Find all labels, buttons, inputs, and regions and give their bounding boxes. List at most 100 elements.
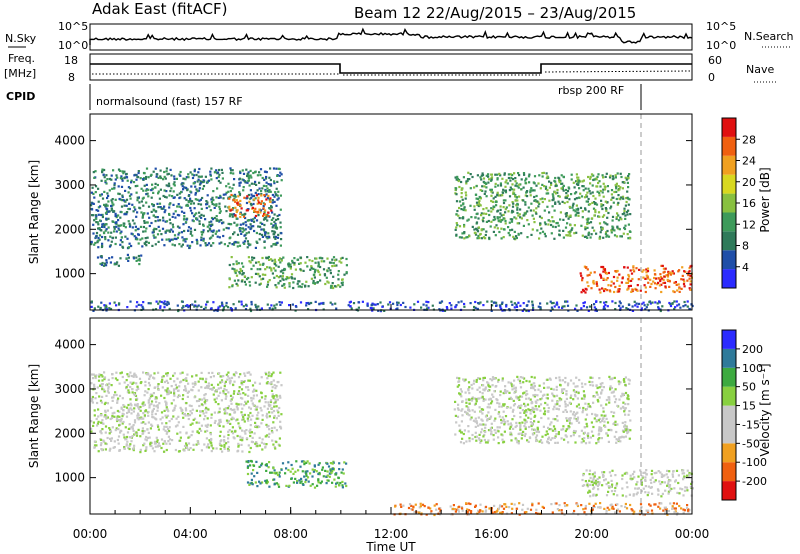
- heatmap-cell: [565, 417, 568, 420]
- heatmap-cell: [97, 379, 101, 382]
- heatmap-cell: [533, 189, 536, 192]
- heatmap-cell: [478, 199, 481, 202]
- heatmap-cell: [127, 410, 131, 414]
- heatmap-cell: [248, 260, 251, 263]
- heatmap-cell: [106, 409, 109, 412]
- heatmap-cell: [663, 281, 667, 284]
- heatmap-cell: [137, 387, 140, 390]
- heatmap-cell: [312, 279, 315, 283]
- heatmap-cell: [606, 277, 609, 280]
- heatmap-cell: [104, 411, 107, 414]
- heatmap-cell: [210, 383, 213, 386]
- heatmap-cell: [200, 424, 203, 427]
- heatmap-cell: [258, 187, 261, 190]
- heatmap-cell: [522, 392, 525, 395]
- heatmap-cell: [147, 241, 150, 244]
- heatmap-cell: [227, 433, 230, 437]
- heatmap-cell: [92, 421, 95, 424]
- heatmap-cell: [118, 192, 121, 196]
- heatmap-cell: [242, 179, 245, 182]
- heatmap-cell: [104, 212, 108, 215]
- heatmap-cell: [210, 413, 213, 416]
- heatmap-cell: [165, 448, 168, 452]
- heatmap-cell: [142, 189, 145, 192]
- heatmap-cell: [575, 405, 579, 408]
- heatmap-cell: [168, 218, 171, 221]
- heatmap-cell: [267, 466, 270, 469]
- heatmap-cell: [541, 230, 545, 233]
- heatmap-cell: [202, 412, 205, 415]
- heatmap-cell: [536, 399, 539, 402]
- heatmap-cell: [259, 202, 262, 205]
- heatmap-cell: [93, 409, 96, 412]
- heatmap-cell: [578, 187, 581, 190]
- heatmap-cell: [610, 280, 613, 283]
- heatmap-cell: [117, 168, 121, 171]
- heatmap-cell: [107, 391, 110, 394]
- heatmap-cell: [579, 192, 582, 195]
- heatmap-cell: [539, 308, 542, 311]
- heatmap-cell: [105, 217, 108, 220]
- heatmap-cell: [509, 381, 512, 384]
- heatmap-cell: [137, 171, 140, 175]
- heatmap-cell: [673, 281, 676, 284]
- heatmap-cell: [272, 409, 276, 413]
- heatmap-cell: [232, 263, 235, 266]
- heatmap-cell: [524, 432, 527, 436]
- heatmap-cell: [476, 174, 479, 177]
- heatmap-cell: [657, 306, 660, 309]
- heatmap-cell: [255, 460, 258, 463]
- heatmap-cell: [651, 301, 654, 304]
- heatmap-cell: [569, 234, 572, 237]
- heatmap-cell: [497, 412, 500, 415]
- heatmap-cell: [496, 227, 499, 230]
- heatmap-cell: [189, 206, 192, 210]
- heatmap-cell: [167, 389, 170, 392]
- heatmap-cell: [466, 413, 469, 416]
- heatmap-cell: [578, 378, 581, 382]
- heatmap-cell: [176, 396, 179, 399]
- heatmap-cell: [240, 262, 244, 265]
- heatmap-cell: [566, 200, 569, 204]
- heatmap-cell: [562, 189, 565, 192]
- heatmap-cell: [263, 442, 266, 445]
- heatmap-cell: [126, 411, 129, 415]
- heatmap-cell: [117, 219, 120, 222]
- heatmap-cell: [601, 419, 604, 422]
- heatmap-cell: [161, 422, 164, 425]
- heatmap-cell: [261, 263, 265, 266]
- heatmap-cell: [125, 406, 129, 409]
- heatmap-cell: [181, 306, 184, 310]
- heatmap-cell: [243, 242, 246, 245]
- heatmap-cell: [660, 264, 663, 267]
- heatmap-cell: [321, 468, 324, 471]
- heatmap-cell: [552, 195, 555, 198]
- heatmap-cell: [200, 305, 203, 308]
- heatmap-cell: [496, 426, 499, 429]
- heatmap-cell: [292, 281, 295, 284]
- heatmap-cell: [471, 409, 474, 412]
- heatmap-cell: [129, 300, 132, 303]
- heatmap-cell: [271, 230, 274, 233]
- heatmap-cell: [133, 419, 137, 422]
- heatmap-cell: [223, 447, 226, 450]
- heatmap-cell: [496, 194, 499, 197]
- heatmap-cell: [216, 235, 219, 238]
- heatmap-cell: [615, 216, 618, 219]
- heatmap-cell: [106, 178, 109, 181]
- heatmap-cell: [266, 480, 269, 484]
- heatmap-cell: [534, 393, 537, 397]
- heatmap-cell: [468, 386, 471, 389]
- heatmap-cell: [153, 236, 156, 239]
- heatmap-cell: [594, 177, 597, 180]
- heatmap-cell: [225, 191, 228, 194]
- heatmap-cell: [299, 481, 302, 484]
- heatmap-cell: [218, 424, 221, 427]
- heatmap-cell: [628, 379, 631, 382]
- heatmap-cell: [586, 268, 589, 271]
- heatmap-cell: [232, 383, 235, 386]
- heatmap-cell: [139, 435, 142, 438]
- heatmap-cell: [580, 274, 583, 277]
- heatmap-cell: [189, 209, 193, 212]
- heatmap-cell: [316, 484, 319, 487]
